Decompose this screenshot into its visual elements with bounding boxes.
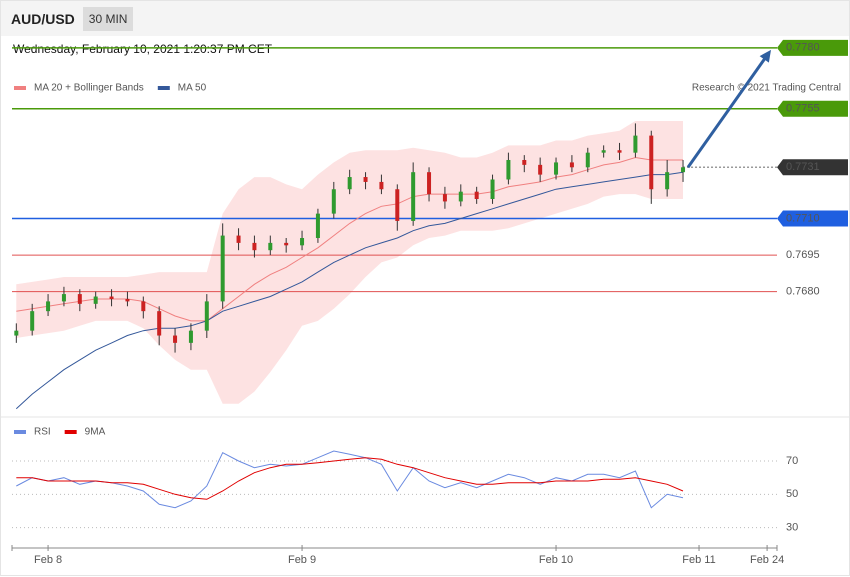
legend-label: MA 50 <box>178 83 207 94</box>
candle-body <box>77 294 82 304</box>
symbol: AUD/USD <box>11 10 75 27</box>
candle-body <box>300 238 305 246</box>
candle-body <box>93 296 98 304</box>
level-label: 0.7695 <box>786 249 820 261</box>
level-box <box>777 210 848 227</box>
candle-body <box>554 162 559 175</box>
level-label: 0.7780 <box>786 42 820 54</box>
datetime: Wednesday, February 10, 2021 1:20:37 PM … <box>13 42 273 56</box>
x-tick-label: Feb 24 <box>750 554 784 566</box>
candle-body <box>458 191 463 202</box>
level-box <box>777 159 848 176</box>
level-label: 0.7731 <box>786 161 820 173</box>
candle-body <box>14 330 19 336</box>
level-box <box>777 100 848 117</box>
candle-body <box>46 301 51 312</box>
candle-body <box>363 177 368 182</box>
candle-body <box>220 235 225 302</box>
candle-body <box>284 242 289 246</box>
candle-body <box>109 296 114 299</box>
candle-body <box>427 172 432 195</box>
interval[interactable]: 30 MIN <box>82 6 134 31</box>
candle-body <box>665 172 670 190</box>
candle-body <box>474 191 479 199</box>
candle-body <box>395 189 400 221</box>
credit: Research © 2021 Trading Central <box>692 83 841 94</box>
candle-body <box>506 159 511 180</box>
candle-body <box>490 179 495 199</box>
candle-body <box>681 167 686 173</box>
bollinger-band <box>16 121 684 404</box>
candle-body <box>141 301 146 312</box>
candle-body <box>204 301 209 331</box>
y-tick-label: 70 <box>786 455 798 467</box>
candle-body <box>157 311 162 336</box>
candle-body <box>522 159 527 165</box>
candle-body <box>173 335 178 343</box>
candle-body <box>617 150 622 153</box>
legend-label: MA 20 + Bollinger Bands <box>34 83 144 94</box>
candle-body <box>347 177 352 190</box>
candle-body <box>538 164 543 175</box>
header: AUD/USD 30 MIN <box>1 1 849 36</box>
candle-body <box>252 242 257 251</box>
candle-body <box>601 150 606 153</box>
level-label: 0.7755 <box>786 103 820 115</box>
legend-label: 9MA <box>85 427 106 438</box>
forecast-arrowhead <box>759 49 771 63</box>
candle-body <box>188 330 193 343</box>
candle-body <box>411 172 416 221</box>
x-tick-label: Feb 10 <box>539 554 573 566</box>
y-tick-label: 50 <box>786 488 798 500</box>
rsi-line <box>16 457 684 500</box>
legend-swatch <box>14 430 26 434</box>
candle-body <box>331 189 336 214</box>
level-label: 0.7680 <box>786 286 820 298</box>
candle-body <box>379 181 384 190</box>
ma50-line <box>15 171 684 410</box>
candle-body <box>585 152 590 168</box>
candle-body <box>649 135 654 190</box>
candle-body <box>268 242 273 251</box>
level-box <box>777 39 848 56</box>
x-tick-label: Feb 8 <box>34 554 62 566</box>
level-label: 0.7710 <box>786 212 820 224</box>
candle-body <box>569 162 574 168</box>
candle-body <box>236 235 241 243</box>
candle-body <box>61 294 66 302</box>
x-tick-label: Feb 9 <box>288 554 316 566</box>
forecast-arrow <box>686 55 768 169</box>
y-tick-label: 30 <box>786 522 798 534</box>
candle-body <box>442 194 447 202</box>
legend-swatch <box>64 430 77 434</box>
candle-body <box>315 213 320 239</box>
x-tick-label: Feb 11 <box>682 554 715 566</box>
legend-label: RSI <box>34 427 51 438</box>
candle-body <box>30 311 35 331</box>
legend-swatch <box>14 86 26 90</box>
candle-body <box>125 298 130 302</box>
candle-body <box>633 135 638 153</box>
legend-swatch <box>157 86 170 90</box>
